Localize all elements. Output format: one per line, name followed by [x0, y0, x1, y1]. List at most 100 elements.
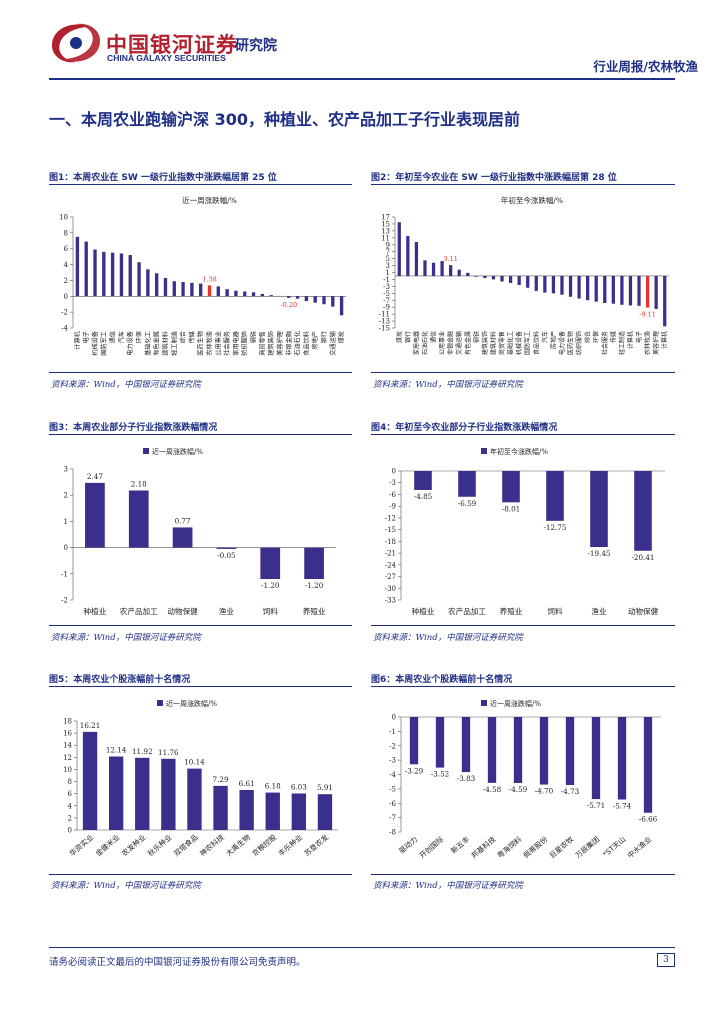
category-label: 农发种业	[120, 833, 148, 858]
bar	[243, 291, 247, 297]
bar	[84, 241, 88, 297]
bar	[513, 717, 523, 783]
bar	[546, 471, 564, 521]
category-label: 农林牧渔	[206, 331, 214, 356]
category-label: 银行	[320, 331, 328, 343]
y-tick-label: 9	[386, 241, 390, 249]
bar	[449, 265, 453, 276]
category-label: 公用事业	[438, 331, 446, 355]
category-label: 家用电器	[412, 331, 420, 355]
figure-4-chart: 年初至今涨跌幅/% 0 -3 -6 -9 -12 -15 -18 -21 -24 -27 -30 -33…	[385, 447, 665, 616]
figure-4-source: 资料来源：Wind，中国银河证券研究院	[373, 633, 523, 643]
category-label: 商贸零售	[258, 331, 266, 356]
legend-swatch	[481, 700, 487, 706]
bar	[317, 794, 333, 830]
bar	[577, 275, 581, 299]
bar	[435, 717, 445, 768]
bar	[161, 758, 176, 830]
category-label: 大禹生物	[224, 833, 252, 858]
institute-label: 研究院	[235, 38, 277, 54]
category-label: 房地产	[311, 331, 319, 350]
category-label: 农林牧渔	[644, 331, 652, 355]
figure-1-rule	[49, 184, 352, 185]
category-label: 非银金融	[285, 331, 293, 356]
bar	[397, 222, 401, 276]
bar	[172, 527, 193, 548]
value-label: 12.14	[106, 745, 127, 754]
value-label: -6.66	[639, 815, 658, 824]
y-tick-label: 7	[386, 248, 390, 256]
bar	[603, 275, 607, 304]
bar	[620, 275, 624, 305]
y-tick-label: 13	[381, 227, 390, 235]
bar	[234, 290, 238, 297]
figure-1-title: 图1：本周农业在 SW 一级行业指数中涨跌幅居第 25 位	[49, 173, 277, 183]
bar	[414, 241, 419, 276]
header-divider	[49, 78, 675, 80]
bar	[594, 275, 598, 302]
category-label: 饲料	[263, 606, 279, 616]
legend-label: 近一周涨跌幅/%	[152, 447, 203, 456]
value-label: 3.11	[443, 255, 457, 263]
figure-1-chart: 近一周涨跌幅/% -4 -2 0 2 4 6 8 10 计算机 电子 机械设备 国防军工 通信 汽车 电力设备…	[59, 195, 346, 356]
bar	[85, 482, 105, 548]
value-label: -9.11	[639, 311, 656, 319]
figure-6-bottom-rule	[371, 874, 675, 875]
bar	[568, 275, 573, 297]
category-label: 计算机	[626, 331, 634, 349]
y-tick-label: 4	[68, 802, 73, 810]
y-tick-label: -4	[389, 771, 396, 779]
y-tick-label: -33	[385, 597, 396, 605]
figure-6-title: 图6：本周农业个股跌幅前十名情况	[371, 675, 513, 685]
y-tick-label: 1	[386, 269, 390, 277]
y-tick-label: 0	[68, 827, 72, 835]
bar	[291, 793, 307, 830]
value-label: -3.52	[431, 770, 449, 779]
y-tick-label: 1	[64, 518, 68, 526]
y-tick-label: -6	[389, 800, 396, 808]
bar	[163, 278, 168, 297]
y-tick-label: 0	[392, 468, 396, 476]
page-number: 3	[657, 953, 675, 967]
bar	[172, 281, 176, 297]
y-tick-label: 16	[63, 730, 72, 738]
value-label: 7.29	[213, 775, 229, 784]
category-label: 通信	[430, 331, 438, 343]
bar	[500, 275, 504, 282]
y-tick-label: -12	[385, 514, 396, 522]
bar	[265, 792, 280, 830]
value-label: 1.38	[202, 275, 216, 283]
bar	[457, 269, 461, 276]
legend-swatch	[143, 448, 149, 454]
figure-6-source: 资料来源：Wind，中国银河证券研究院	[373, 881, 523, 891]
value-label: -1.20	[305, 581, 324, 590]
bar	[128, 490, 149, 548]
value-label: -4.59	[509, 785, 528, 794]
category-label: 双塔食品	[172, 833, 200, 858]
category-label: 医药生物	[197, 331, 205, 356]
y-tick-label: 6	[68, 790, 73, 798]
bar	[461, 717, 471, 773]
category-label: 计算机	[661, 331, 669, 349]
category-label: 佩蒂股份	[521, 835, 549, 860]
legend-label: 近一周涨跌幅/%	[166, 699, 217, 708]
category-label: 煤炭	[395, 331, 403, 343]
section-title: 一、本周农业跑输沪深 300，种植业、农产品加工子行业表现居前	[49, 110, 520, 129]
value-label: -1.20	[261, 581, 280, 590]
y-tick-label: -1	[383, 276, 390, 284]
y-tick-label: -18	[385, 538, 396, 546]
category-label: 轻工制造	[170, 331, 178, 356]
company-logo: 中国银河证券 CHINA GALAXY SECURITIES 研究院	[49, 22, 294, 64]
bar	[339, 296, 344, 316]
galaxy-logo-icon	[51, 23, 101, 63]
category-label: 开创国际	[417, 835, 445, 860]
category-label: 商贸零售	[498, 331, 506, 355]
y-tick-label: 0	[64, 544, 68, 552]
figure-2-rule	[371, 184, 675, 185]
bar	[251, 292, 256, 297]
category-label: 机械设备	[91, 330, 99, 356]
y-tick-label: 0	[64, 293, 68, 301]
y-tick-label: -8	[389, 829, 396, 837]
y-tick-label: -24	[385, 561, 397, 569]
category-label: 国防军工	[100, 331, 108, 356]
